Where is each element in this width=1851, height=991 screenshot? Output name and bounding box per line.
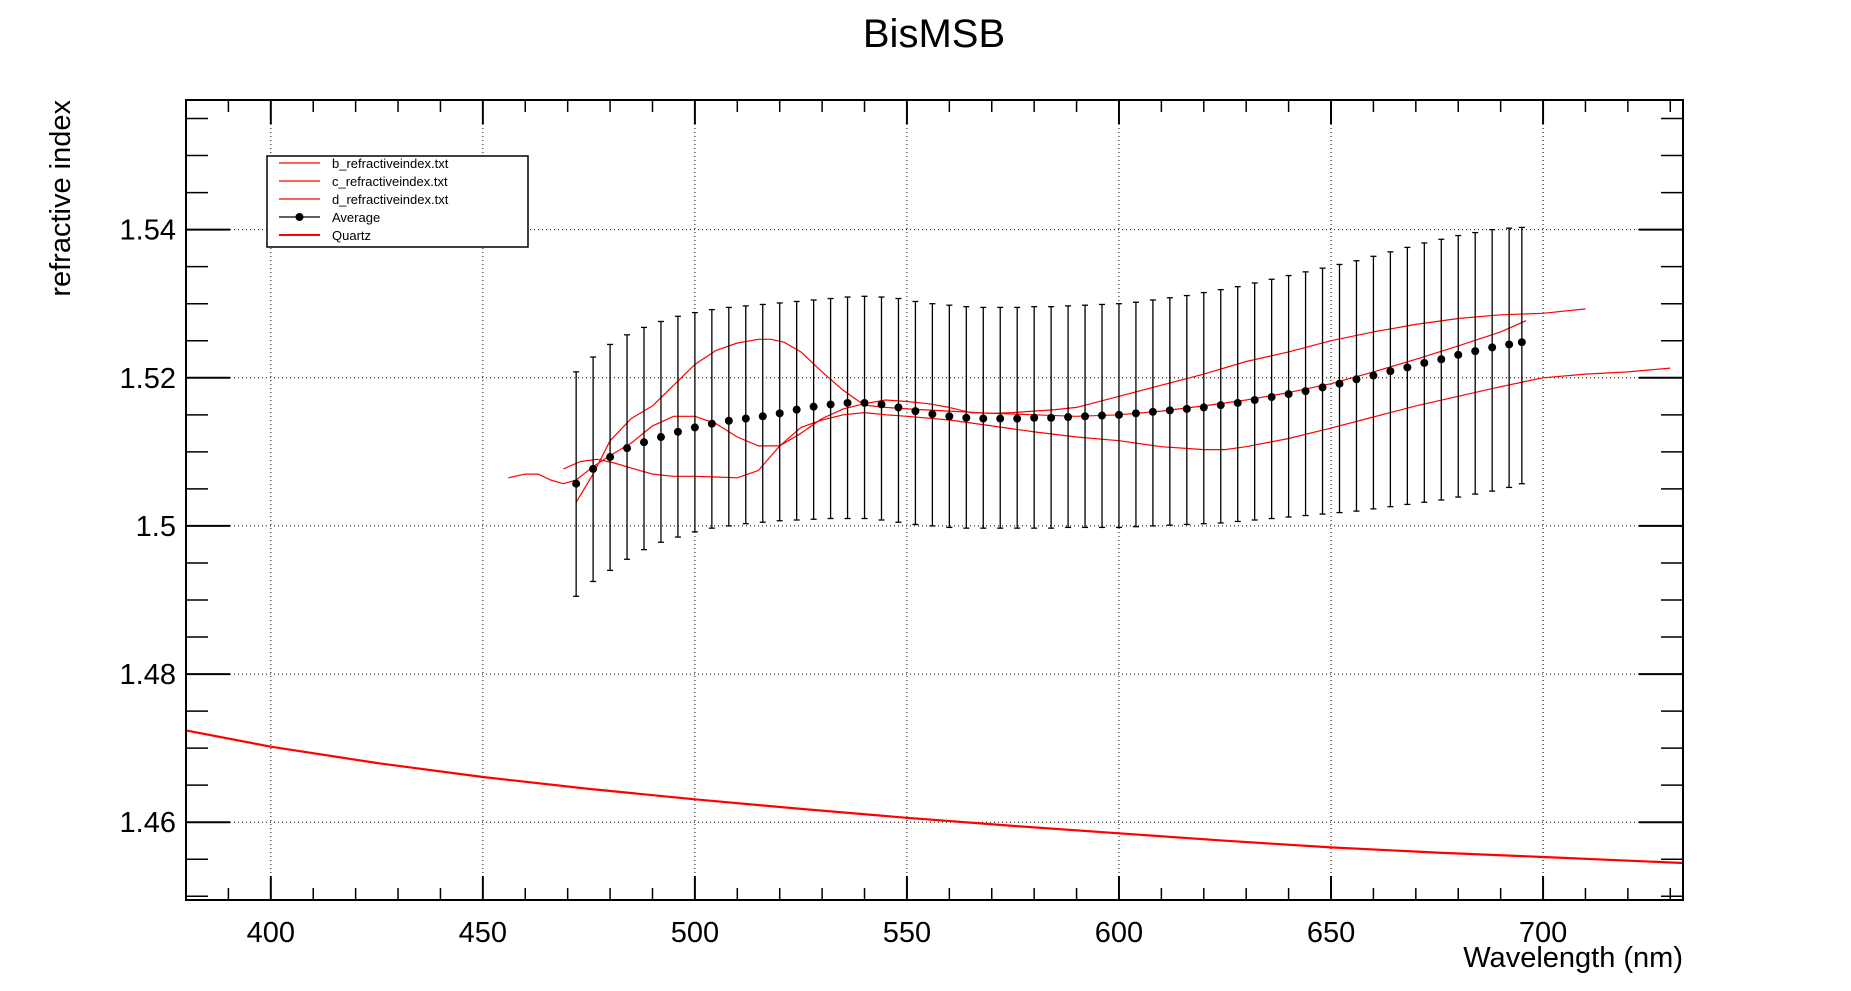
series-quartz xyxy=(185,729,1684,865)
series-line xyxy=(575,320,1527,503)
data-point xyxy=(792,405,801,414)
data-point xyxy=(1284,390,1293,399)
data-point xyxy=(1369,371,1378,380)
data-point xyxy=(1165,406,1174,415)
series-d-refractiveindex-txt xyxy=(575,320,1527,503)
x-tick-label: 600 xyxy=(1095,917,1143,949)
data-point xyxy=(673,427,682,436)
legend-entry-b-refractiveindex-txt: b_refractiveindex.txt xyxy=(279,156,449,171)
data-point xyxy=(928,410,937,419)
data-point xyxy=(996,414,1005,423)
data-point xyxy=(707,419,716,428)
data-point xyxy=(1114,410,1123,419)
y-tick-label: 1.48 xyxy=(120,659,176,691)
data-point xyxy=(623,444,632,453)
data-point xyxy=(758,412,767,421)
data-point xyxy=(775,409,784,418)
data-point xyxy=(877,400,886,409)
y-tick-label: 1.52 xyxy=(120,363,176,395)
legend-label: b_refractiveindex.txt xyxy=(332,156,449,171)
y-tick-label: 1.54 xyxy=(120,215,176,247)
data-point xyxy=(1420,358,1429,367)
legend-entry-c-refractiveindex-txt: c_refractiveindex.txt xyxy=(279,174,448,189)
legend-label: Average xyxy=(332,210,380,225)
x-tick-label: 650 xyxy=(1307,917,1355,949)
data-point xyxy=(1216,401,1225,410)
x-tick-label: 400 xyxy=(247,917,295,949)
series-line xyxy=(185,729,1684,865)
chart-title: BisMSB xyxy=(863,12,1005,56)
y-tick-label: 1.5 xyxy=(136,511,176,543)
data-point xyxy=(1131,409,1140,418)
data-point xyxy=(1250,396,1259,404)
data-point xyxy=(724,416,733,425)
axis-ticks xyxy=(185,100,1683,900)
x-tick-label: 550 xyxy=(883,917,931,949)
data-point xyxy=(1199,403,1208,412)
legend-entry-average: Average xyxy=(279,210,380,225)
plot-area xyxy=(185,226,1684,865)
y-tick-label: 1.46 xyxy=(120,807,176,839)
data-point xyxy=(1318,383,1327,392)
data-point xyxy=(1233,398,1242,407)
data-point xyxy=(1471,347,1480,356)
data-point xyxy=(911,407,920,416)
data-point xyxy=(589,464,598,473)
data-point xyxy=(894,403,903,412)
legend-marker xyxy=(295,213,304,221)
data-point xyxy=(1505,340,1514,349)
legend-box xyxy=(266,155,529,248)
data-point xyxy=(1098,411,1107,420)
legend-entry-quartz: Quartz xyxy=(279,228,371,243)
data-point xyxy=(945,412,954,421)
data-point xyxy=(690,423,699,432)
data-point xyxy=(1182,404,1191,413)
data-point xyxy=(860,398,869,407)
data-point xyxy=(826,400,835,409)
data-point xyxy=(606,453,615,462)
x-tick-label: 500 xyxy=(671,917,719,949)
data-point xyxy=(656,433,665,442)
data-point xyxy=(1386,367,1395,376)
legend-label: c_refractiveindex.txt xyxy=(332,174,448,189)
data-point xyxy=(1403,363,1412,372)
plot-frame xyxy=(185,99,1684,901)
legend-label: Quartz xyxy=(332,228,371,243)
data-point xyxy=(1517,338,1526,347)
series-average xyxy=(572,226,1526,597)
legend: b_refractiveindex.txt c_refractiveindex.t… xyxy=(266,155,529,248)
data-point xyxy=(1013,414,1022,423)
data-point xyxy=(1454,350,1463,359)
data-point xyxy=(1081,412,1090,421)
data-point xyxy=(1352,375,1361,384)
axis-tick-labels: 400 450 500 550 600 650 700 1.46 1.48 1.5 1.52 1.54 xyxy=(120,215,1568,949)
data-point xyxy=(1335,379,1344,388)
y-axis-label: refractive index xyxy=(45,100,77,297)
data-point xyxy=(809,402,818,411)
x-tick-label: 700 xyxy=(1519,917,1567,949)
data-point xyxy=(1030,413,1039,422)
data-point xyxy=(741,414,750,423)
data-point xyxy=(1437,355,1446,364)
data-point xyxy=(1047,413,1056,422)
x-tick-label: 450 xyxy=(459,917,507,949)
data-point xyxy=(962,413,971,422)
data-point xyxy=(572,479,581,488)
data-point xyxy=(1267,393,1276,402)
data-point xyxy=(1488,343,1497,352)
data-point xyxy=(843,398,852,407)
legend-label: d_refractiveindex.txt xyxy=(332,192,449,207)
x-axis-label: Wavelength (nm) xyxy=(1463,942,1683,974)
data-point xyxy=(1148,407,1157,416)
data-point xyxy=(979,414,988,423)
legend-entry-d-refractiveindex-txt: d_refractiveindex.txt xyxy=(279,192,449,207)
data-point xyxy=(1301,387,1310,396)
data-point xyxy=(640,438,649,447)
data-point xyxy=(1064,413,1073,422)
